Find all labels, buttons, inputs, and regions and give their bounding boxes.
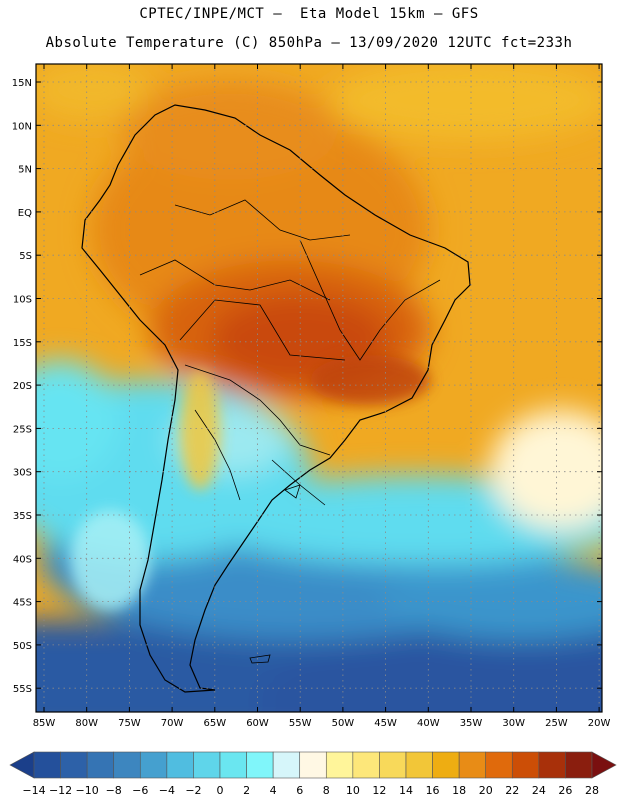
colorbar-label: −12 (49, 784, 72, 797)
colorbar (9, 751, 617, 779)
lon-label: 50W (332, 718, 355, 729)
colorbar-swatch (405, 751, 433, 779)
colorbar-label: 6 (296, 784, 303, 797)
colorbar-label: 0 (217, 784, 224, 797)
lat-label: 10N (12, 121, 32, 132)
title-line-1: CPTEC/INPE/MCT – Eta Model 15km – GFS (139, 6, 479, 22)
lat-label: 50S (13, 641, 32, 652)
lat-label: 35S (13, 511, 32, 522)
colorbar-label: 16 (426, 784, 440, 797)
colorbar-label: 4 (270, 784, 277, 797)
colorbar-label: 2 (243, 784, 250, 797)
colorbar-swatch (325, 751, 354, 779)
country-borders (139, 199, 441, 506)
colorbar-label: −4 (159, 784, 175, 797)
colorbar-swatch (33, 751, 61, 779)
lat-label: 15S (13, 338, 32, 349)
graticule (36, 64, 602, 712)
lon-label: 45W (374, 718, 397, 729)
colorbar-swatch (113, 751, 141, 779)
lon-label: 75W (118, 718, 141, 729)
lon-label: 40W (417, 718, 440, 729)
colorbar-swatch (60, 751, 88, 779)
colorbar-swatch (511, 751, 540, 779)
lon-label: 25W (545, 718, 568, 729)
lat-label: EQ (18, 208, 32, 219)
colorbar-swatch (299, 751, 327, 779)
colorbar-label: 26 (558, 784, 572, 797)
colorbar-right-arrow (591, 751, 617, 779)
colorbar-swatch (86, 751, 115, 779)
colorbar-label: 18 (452, 784, 466, 797)
colorbar-label: 12 (372, 784, 386, 797)
longitude-axis: 85W 80W 75W 70W 65W 60W 55W 50W 45W 40W 35W 30W 25W 2… (33, 64, 611, 729)
colorbar-swatch (485, 751, 513, 779)
lat-label: 5S (19, 251, 32, 262)
lon-label: 35W (460, 718, 483, 729)
colorbar-swatch (139, 751, 168, 779)
colorbar-swatch (246, 751, 274, 779)
colorbar-swatch (565, 751, 593, 779)
colorbar-label: 8 (323, 784, 330, 797)
latitude-axis: 15N 10N 5N EQ 5S 10S 15S 20S 25S 30S 35S 40S 45S 50S 5… (12, 78, 602, 695)
south-america-coastline (81, 104, 471, 693)
map-frame (35, 63, 603, 713)
colorbar-label: −8 (106, 784, 122, 797)
colorbar-swatch (219, 751, 247, 779)
lat-label: 10S (13, 295, 32, 306)
colorbar-label: −6 (132, 784, 148, 797)
colorbar-swatch (193, 751, 221, 779)
colorbar-label: −14 (22, 784, 45, 797)
lon-label: 60W (246, 718, 269, 729)
lon-label: 80W (75, 718, 98, 729)
lon-label: 30W (502, 718, 525, 729)
title-line-2: Absolute Temperature (C) 850hPa – 13/09/… (45, 35, 573, 51)
colorbar-swatch (432, 751, 460, 779)
lat-label: 20S (13, 381, 32, 392)
colorbar-label: 28 (585, 784, 599, 797)
lat-label: 15N (12, 78, 32, 89)
lat-label: 5N (18, 165, 32, 176)
lat-label: 55S (13, 684, 32, 695)
colorbar-label: 24 (532, 784, 546, 797)
colorbar-label: 22 (505, 784, 519, 797)
colorbar-swatch (166, 751, 194, 779)
lon-label: 20W (588, 718, 611, 729)
colorbar-label: −10 (76, 784, 99, 797)
colorbar-swatch (352, 751, 380, 779)
colorbar-left-arrow (9, 751, 35, 779)
lon-label: 70W (161, 718, 184, 729)
colorbar-swatch (379, 751, 407, 779)
lat-label: 45S (13, 598, 32, 609)
colorbar-label: 20 (479, 784, 493, 797)
colorbar-swatch (538, 751, 566, 779)
colorbar-swatch (272, 751, 301, 779)
colorbar-label: 10 (346, 784, 360, 797)
lon-label: 65W (203, 718, 226, 729)
lat-label: 30S (13, 468, 32, 479)
colorbar-labels: −14 −12 −10 −8 −6 −4 −2 0 2 4 6 8 10 12 14 16 18 20 22 24 26… (22, 784, 599, 797)
lat-label: 25S (13, 424, 32, 435)
colorbar-label: −2 (185, 784, 201, 797)
lon-label: 55W (289, 718, 312, 729)
colorbar-label: 14 (399, 784, 413, 797)
lon-label: 85W (33, 718, 56, 729)
colorbar-swatch (458, 751, 487, 779)
lat-label: 40S (13, 554, 32, 565)
